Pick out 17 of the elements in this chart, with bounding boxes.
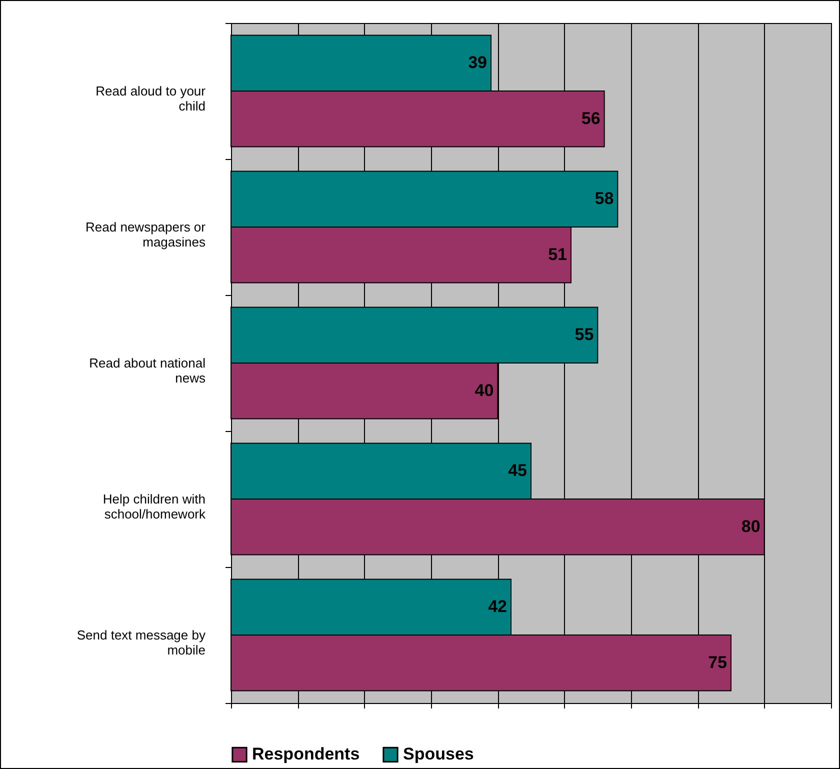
data-label: 75: [708, 652, 727, 672]
y-tick-label: Read newspapers or magasines: [86, 220, 206, 250]
data-label: 80: [741, 516, 760, 536]
data-label: 40: [474, 380, 494, 400]
legend-label: Respondents: [252, 744, 360, 764]
data-label: 39: [468, 53, 487, 72]
data-label: 45: [508, 461, 527, 480]
data-label: 58: [594, 189, 614, 208]
legend-label: Spouses: [403, 744, 474, 764]
y-tick-label: Send text message by mobile: [76, 628, 206, 658]
y-tick-label: Help children with school/homework: [102, 492, 206, 522]
data-label: 55: [574, 325, 594, 344]
data-label: 51: [548, 244, 567, 264]
y-tick-label: Read aloud to your child: [96, 84, 206, 114]
data-label: 42: [488, 597, 507, 616]
y-tick-label: Read about national news: [89, 356, 206, 386]
data-label: 56: [581, 108, 600, 128]
